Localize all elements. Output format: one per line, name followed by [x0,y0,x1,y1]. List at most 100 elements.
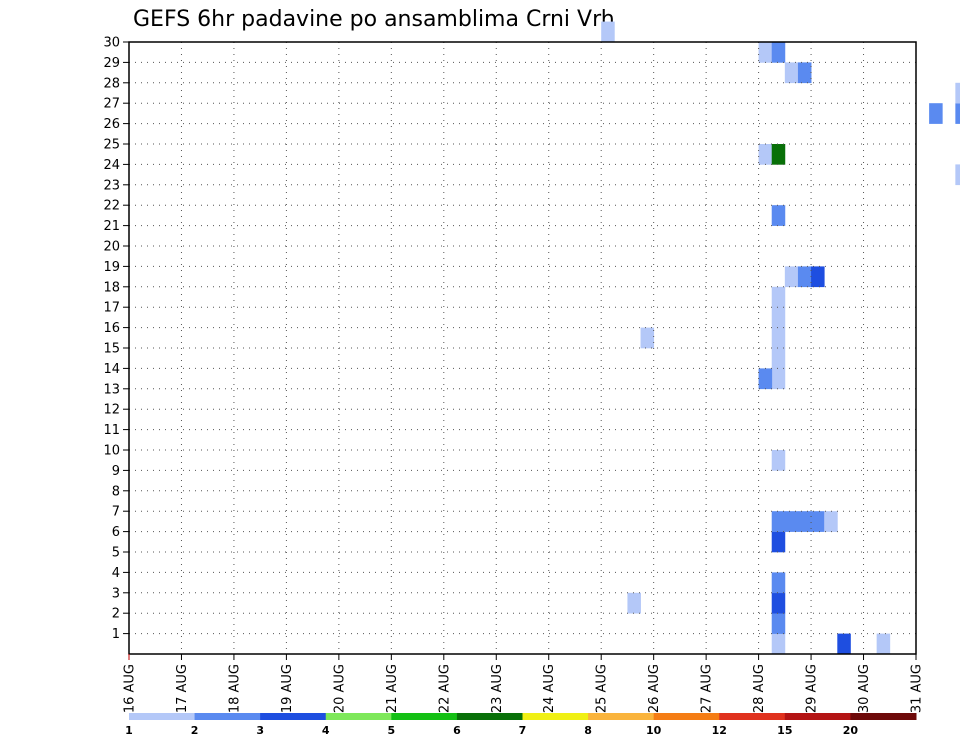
heatmap-cell [771,511,786,532]
colorbar-swatch [522,713,589,720]
y-tick-label: 15 [103,342,120,357]
colorbar-label: 3 [256,724,264,737]
y-tick-label: 20 [103,240,120,255]
heatmap-cell [955,164,960,186]
heatmap-cell [876,633,891,655]
y-tick-label: 9 [112,464,120,479]
colorbar-swatch [260,713,327,720]
colorbar: 1 2 3 4 5 6 7 8 10 12 15 20 [125,713,917,737]
colorbar-swatch [588,713,655,720]
colorbar-swatch [325,713,392,720]
colorbar-label: 12 [712,724,727,737]
y-tick-label: 30 [103,36,120,51]
heatmap-cell [797,62,812,84]
y-tick-label: 16 [103,321,120,336]
y-tick-label: 13 [103,382,120,397]
heatmap-cell [640,327,655,349]
heatmap-cell [784,266,799,288]
y-tick-label: 12 [103,403,120,418]
x-tick-label: 17 AUG [175,664,190,713]
heatmap-cell [771,205,786,226]
heatmap-cell [811,266,825,288]
y-tick-label: 23 [103,178,120,193]
heatmap-cell [771,144,786,165]
y-tick-label: 28 [103,76,120,91]
heatmap-cell [771,286,786,308]
heatmap-cell [771,633,786,655]
chart-title: GEFS 6hr padavine po ansamblima Crni Vrh [133,7,615,32]
x-tick-label: 30 AUG [857,664,872,713]
heatmap-cell [758,42,773,63]
x-tick-label: 25 AUG [595,664,610,713]
y-tick-label: 25 [103,138,120,153]
heatmap-cells [601,21,960,655]
x-tick-label: 31 AUG [910,664,925,713]
x-axis-ticks: 16 AUG 17 AUG 18 AUG 19 AUG 20 AUG 21 AUG 22 A… [123,654,925,713]
heatmap-cell [601,21,615,43]
x-tick-label: 29 AUG [805,664,820,713]
y-tick-label: 19 [103,260,120,275]
y-tick-label: 11 [103,423,120,438]
y-tick-label: 4 [112,566,120,581]
y-tick-label: 18 [103,280,120,295]
y-tick-label: 10 [103,444,120,459]
heatmap-cell [771,531,786,553]
colorbar-swatch [784,713,851,720]
heatmap-cell [771,42,786,63]
y-tick-label: 17 [103,301,120,316]
heatmap-cell [771,613,786,634]
y-tick-label: 6 [112,525,120,540]
colorbar-swatch [194,713,261,720]
heatmap-cell [784,511,799,532]
x-tick-label: 24 AUG [542,664,557,713]
heatmap-cell [797,266,812,288]
x-tick-label: 18 AUG [227,664,242,713]
colorbar-label: 4 [322,724,330,737]
heatmap-cell [771,572,786,594]
heatmap-cell [771,450,786,471]
colorbar-swatch [391,713,458,720]
heatmap-cell [758,144,773,165]
heatmap-cell [797,511,812,532]
colorbar-label: 8 [584,724,592,737]
colorbar-label: 5 [388,724,396,737]
colorbar-swatch [129,713,196,720]
colorbar-swatch [850,713,917,720]
x-tick-label: 19 AUG [280,664,295,713]
colorbar-label: 20 [843,724,859,737]
x-tick-label: 23 AUG [490,664,505,713]
y-tick-label: 26 [103,117,120,132]
y-tick-label: 7 [112,505,120,520]
x-tick-label: 27 AUG [700,664,715,713]
heatmap-cell [771,307,786,328]
colorbar-swatch [456,713,523,720]
heatmap-cell [771,368,786,390]
colorbar-label: 10 [646,724,662,737]
heatmap-cell [771,592,786,614]
colorbar-swatch [653,713,720,720]
heatmap-cell [784,62,799,84]
x-tick-label: 28 AUG [752,664,767,713]
y-tick-label: 24 [103,158,120,173]
x-tick-label: 22 AUG [437,664,452,713]
x-tick-label: 21 AUG [385,664,400,713]
y-tick-label: 1 [112,627,120,642]
x-tick-label: 26 AUG [647,664,662,713]
x-tick-label: 16 AUG [123,664,138,713]
y-tick-label: 29 [103,56,120,71]
heatmap-cell [627,592,641,614]
colorbar-label: 2 [191,724,199,737]
heatmap-cell [824,511,838,532]
y-tick-label: 14 [103,362,120,377]
heatmap-cell [837,633,851,655]
heatmap-cell [771,348,786,369]
colorbar-label: 1 [125,724,133,737]
colorbar-label: 15 [777,724,792,737]
y-tick-label: 8 [112,484,120,499]
y-axis-ticks: 1234567891011121314151617181920212223242… [103,36,129,642]
grid-lines [129,42,916,654]
colorbar-swatch [719,713,786,720]
heatmap-cell [811,511,825,532]
y-tick-label: 3 [112,586,120,601]
